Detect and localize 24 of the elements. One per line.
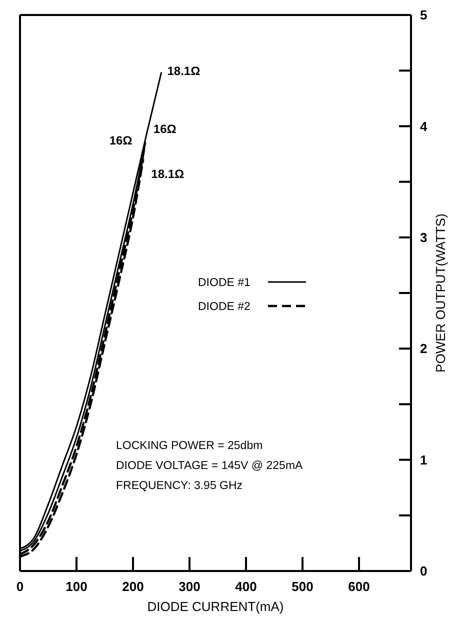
annotation: LOCKING POWER = 25dbm bbox=[116, 440, 263, 452]
x-tick-label: 200 bbox=[122, 579, 144, 594]
x-tick-label: 400 bbox=[235, 579, 257, 594]
x-tick-label: 0 bbox=[16, 579, 24, 594]
y-tick-label: 3 bbox=[420, 230, 428, 245]
y-tick-label: 1 bbox=[420, 452, 428, 468]
y-tick-label: 2 bbox=[420, 341, 428, 356]
x-tick-label: 300 bbox=[178, 579, 200, 594]
annotation: 16Ω bbox=[153, 122, 177, 136]
y-tick-label: 4 bbox=[420, 118, 428, 134]
annotation: DIODE VOLTAGE = 145V @ 225mA bbox=[116, 460, 304, 472]
x-tick-label: 100 bbox=[66, 579, 88, 594]
x-tick-label: 600 bbox=[348, 579, 370, 594]
annotation: 18.1Ω bbox=[151, 166, 185, 181]
legend-label: DIODE #2 bbox=[198, 301, 250, 314]
x-axis-title: DIODE CURRENT(mA) bbox=[147, 599, 284, 614]
legend-label: DIODE #1 bbox=[198, 277, 250, 290]
annotation: 16Ω bbox=[109, 134, 133, 148]
x-tick-label: 500 bbox=[292, 579, 314, 594]
annotation: 18.1Ω bbox=[167, 64, 201, 78]
y-axis-title: POWER OUTPUT(WATTS) bbox=[433, 214, 448, 372]
annotation: FREQUENCY: 3.95 GHz bbox=[116, 480, 243, 492]
y-tick-label: 0 bbox=[420, 564, 428, 579]
y-tick-label: 5 bbox=[420, 8, 428, 23]
